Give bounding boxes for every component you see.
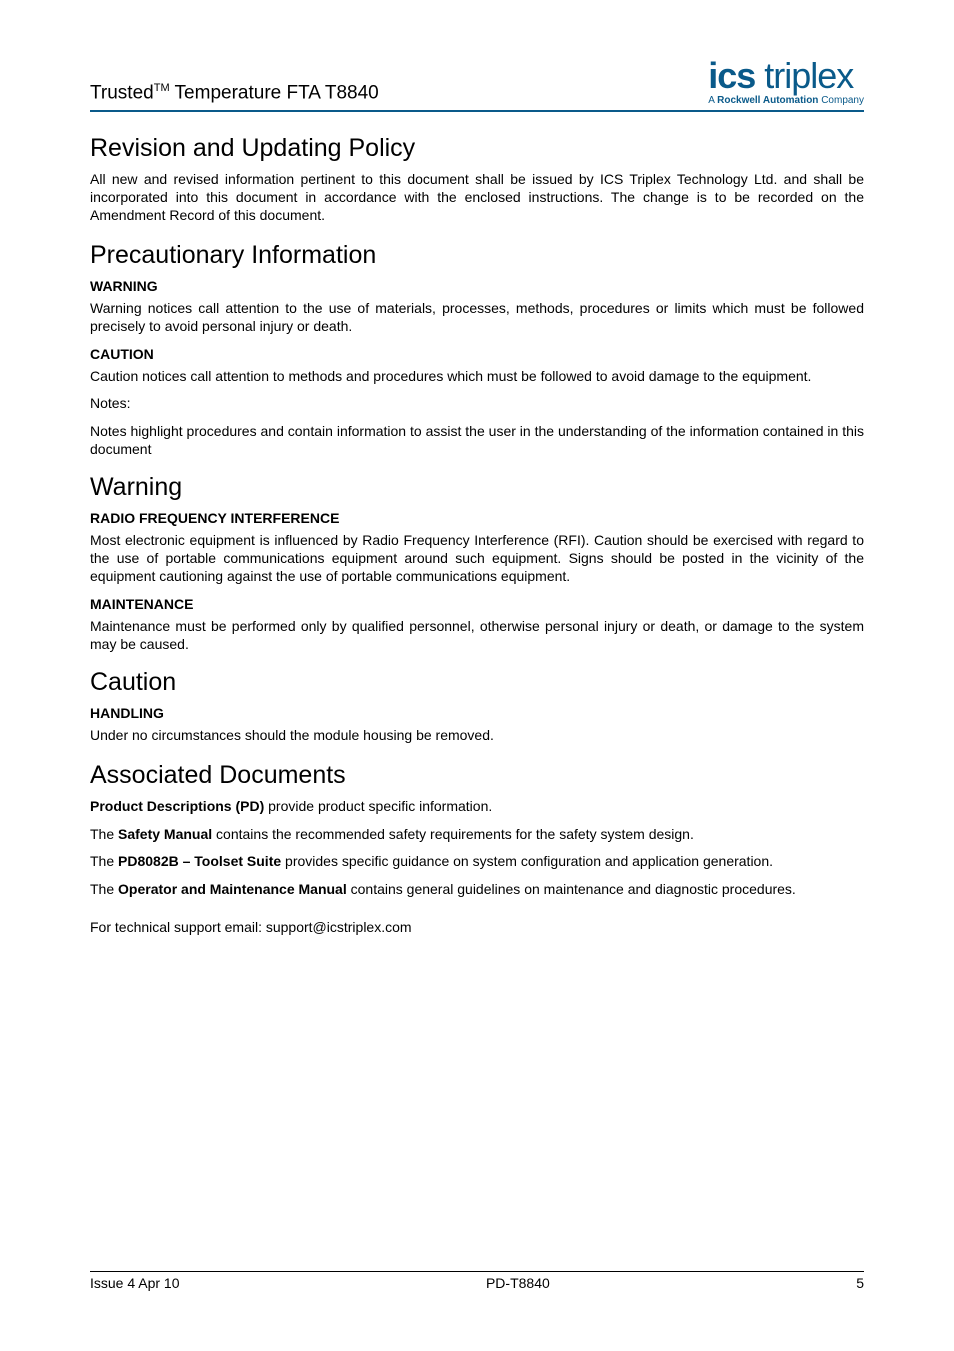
notes-label: Notes: (90, 395, 864, 413)
assoc-p4: The Operator and Maintenance Manual cont… (90, 881, 864, 899)
logo-sub-bold: Rockwell Automation (717, 95, 818, 106)
page-header: TrustedTM Temperature FTA T8840 ics trip… (90, 58, 864, 112)
logo-main-text: ics triplex (708, 58, 853, 94)
section-precaution-title: Precautionary Information (90, 241, 864, 270)
assoc-p2-b: Safety Manual (118, 826, 212, 842)
assoc-p1: Product Descriptions (PD) provide produc… (90, 798, 864, 816)
warning-subhead: WARNING (90, 278, 864, 294)
assoc-p3-a: The (90, 853, 118, 869)
handling-paragraph: Under no circumstances should the module… (90, 727, 864, 745)
notes-paragraph: Notes highlight procedures and contain i… (90, 423, 864, 459)
handling-subhead: HANDLING (90, 705, 864, 721)
section-revision-title: Revision and Updating Policy (90, 134, 864, 163)
logo-sub-suffix: Company (818, 95, 864, 106)
assoc-p4-c: contains general guidelines on maintenan… (347, 881, 796, 897)
assoc-p3-c: provides specific guidance on system con… (281, 853, 773, 869)
logo-sub-prefix: A (708, 95, 717, 106)
assoc-p2-a: The (90, 826, 118, 842)
logo-subtitle: A Rockwell Automation Company (708, 96, 864, 106)
trademark: TM (154, 82, 170, 94)
assoc-p4-a: The (90, 881, 118, 897)
assoc-p2-c: contains the recommended safety requirem… (212, 826, 694, 842)
rfi-paragraph: Most electronic equipment is influenced … (90, 532, 864, 586)
page-footer: Issue 4 Apr 10 PD-T8840 5 (90, 1271, 864, 1291)
assoc-p4-b: Operator and Maintenance Manual (118, 881, 347, 897)
caution-paragraph: Caution notices call attention to method… (90, 368, 864, 386)
maintenance-subhead: MAINTENANCE (90, 596, 864, 612)
company-logo: ics triplex A Rockwell Automation Compan… (708, 58, 864, 106)
footer-docid: PD-T8840 (486, 1275, 550, 1291)
product-line: Trusted (90, 82, 154, 103)
rfi-subhead: RADIO FREQUENCY INTERFERENCE (90, 510, 864, 526)
assoc-p2: The Safety Manual contains the recommend… (90, 826, 864, 844)
assoc-p1-bold: Product Descriptions (PD) (90, 798, 264, 814)
product-name: Temperature FTA T8840 (170, 82, 379, 103)
caution-subhead: CAUTION (90, 346, 864, 362)
section-caution-title: Caution (90, 668, 864, 697)
header-product-title: TrustedTM Temperature FTA T8840 (90, 82, 379, 106)
assoc-p3-b: PD8082B – Toolset Suite (118, 853, 281, 869)
footer-issue: Issue 4 Apr 10 (90, 1275, 180, 1291)
section-warning-title: Warning (90, 473, 864, 502)
support-line: For technical support email: support@ics… (90, 919, 864, 937)
assoc-p1-rest: provide product specific information. (264, 798, 492, 814)
warning-paragraph: Warning notices call attention to the us… (90, 300, 864, 336)
document-page: TrustedTM Temperature FTA T8840 ics trip… (0, 0, 954, 1351)
logo-triplex: triplex (755, 55, 853, 96)
logo-ics: ics (708, 55, 755, 96)
maintenance-paragraph: Maintenance must be performed only by qu… (90, 618, 864, 654)
revision-paragraph: All new and revised information pertinen… (90, 171, 864, 225)
section-assoc-title: Associated Documents (90, 761, 864, 790)
footer-page-number: 5 (856, 1275, 864, 1291)
assoc-p3: The PD8082B – Toolset Suite provides spe… (90, 853, 864, 871)
